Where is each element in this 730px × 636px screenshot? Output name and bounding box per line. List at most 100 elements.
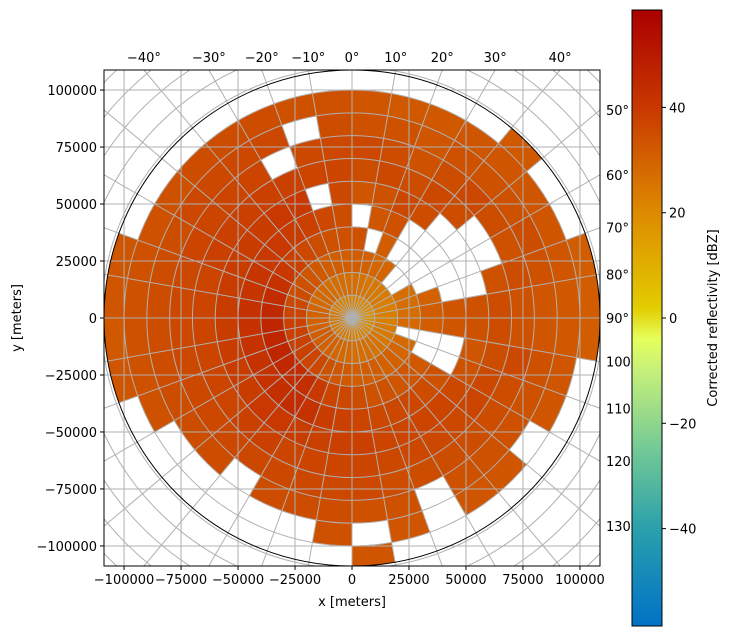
colorbar-tick-label: 20 — [669, 207, 686, 222]
axis-ticks: −100000 −75000 −50000 −25000 0 25000 50000 7500… — [36, 51, 637, 588]
range-ring — [104, 553, 117, 566]
radar-bin — [192, 289, 218, 319]
radar-bin — [192, 317, 218, 347]
radar-bin — [146, 282, 173, 319]
y-tick-label: 25000 — [56, 255, 97, 270]
azimuth-right-label: 70° — [606, 222, 629, 237]
azimuth-top-label: −20° — [245, 51, 279, 66]
range-ring — [467, 433, 600, 566]
x-tick-label: 0 — [348, 573, 356, 588]
y-tick-label: −100000 — [36, 540, 97, 555]
radar-bin — [351, 135, 385, 162]
range-ring — [104, 70, 191, 157]
y-tick-label: 100000 — [47, 84, 97, 99]
range-ring — [587, 70, 600, 83]
azimuth-line — [104, 317, 353, 527]
azimuth-line — [351, 317, 561, 566]
y-tick-label: 0 — [89, 312, 97, 327]
azimuth-top-label: −30° — [192, 51, 226, 66]
range-ring — [513, 70, 600, 157]
azimuth-line — [307, 70, 353, 319]
azimuth-line — [351, 317, 600, 527]
azimuth-right-label: 90° — [606, 312, 629, 327]
azimuth-line — [351, 317, 496, 566]
radar-bin — [316, 497, 353, 524]
azimuth-line — [261, 317, 353, 566]
y-axis-label: y [meters] — [10, 284, 25, 352]
azimuth-line — [104, 174, 353, 319]
y-tick-label: 50000 — [56, 198, 97, 213]
x-tick-label: −25000 — [269, 573, 321, 588]
x-tick-label: −100000 — [94, 573, 155, 588]
x-tick-label: 25000 — [388, 573, 429, 588]
azimuth-line — [351, 317, 397, 566]
azimuth-top-label: 10° — [384, 51, 407, 66]
range-ring — [104, 479, 191, 566]
radar-bin — [351, 497, 388, 524]
radar-bin — [351, 474, 385, 501]
radar-bin — [486, 317, 512, 347]
radar-bin — [312, 519, 353, 547]
range-ring — [104, 70, 152, 118]
range-ring — [104, 433, 237, 566]
radar-bin — [531, 317, 558, 354]
azimuth-line — [351, 317, 600, 363]
azimuth-line — [351, 317, 600, 409]
range-ring — [552, 518, 600, 566]
radar-bin — [508, 317, 535, 351]
range-ring — [587, 553, 600, 566]
azimuth-line — [351, 70, 561, 319]
azimuth-line — [208, 317, 353, 566]
colorbar: −40 −20 0 20 40 — [631, 9, 696, 627]
azimuth-right-label: 110° — [606, 402, 637, 417]
radar-bin — [319, 474, 353, 501]
radar-bin — [486, 289, 512, 319]
azimuth-line — [104, 317, 353, 462]
y-tick-label: 75000 — [56, 141, 97, 156]
azimuth-line — [104, 273, 353, 319]
x-tick-label: 50000 — [445, 573, 486, 588]
radar-bin — [123, 317, 151, 358]
radar-bin — [531, 282, 558, 319]
range-ring — [513, 479, 600, 566]
y-tick-label: −50000 — [45, 426, 97, 441]
radar-bin — [351, 452, 381, 478]
radar-bin — [351, 226, 369, 252]
colorbar-label: Corrected reflectivity [dBZ] — [706, 229, 721, 406]
azimuth-line — [351, 70, 496, 319]
radar-bin — [553, 278, 581, 319]
radar-bin — [316, 112, 353, 139]
azimuth-line — [143, 317, 353, 566]
azimuth-line — [307, 317, 353, 566]
azimuth-right-label: 120° — [606, 455, 637, 470]
azimuth-top-label: 30° — [484, 51, 507, 66]
y-tick-label: −25000 — [45, 369, 97, 384]
radar-bin — [323, 158, 353, 184]
azimuth-line — [351, 109, 600, 319]
azimuth-line — [351, 174, 600, 319]
range-ring — [104, 70, 237, 203]
azimuth-line — [351, 70, 397, 319]
azimuth-top-label: −40° — [127, 51, 161, 66]
azimuth-line — [351, 273, 600, 319]
azimuth-top-label: −10° — [291, 51, 325, 66]
azimuth-top-label: 20° — [431, 51, 454, 66]
x-tick-label: 75000 — [502, 573, 543, 588]
radar-bin — [319, 135, 353, 162]
radar-bin — [169, 285, 196, 319]
radar-bin — [146, 317, 173, 354]
azimuth-line — [261, 70, 353, 319]
colorbar-tick-label: −40 — [669, 523, 696, 538]
x-tick-label: 100000 — [555, 573, 605, 588]
range-ring — [104, 354, 316, 566]
azimuth-line — [351, 317, 600, 462]
colorbar-tick-label: 0 — [669, 312, 677, 327]
azimuth-line — [351, 317, 443, 566]
azimuth-line — [104, 317, 353, 363]
azimuth-line — [143, 70, 353, 319]
azimuth-top-label: 0° — [345, 51, 360, 66]
range-ring — [552, 70, 600, 118]
grid — [104, 70, 600, 566]
radar-bin — [553, 317, 581, 358]
